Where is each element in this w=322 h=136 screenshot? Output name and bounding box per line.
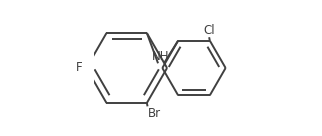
Text: F: F xyxy=(76,61,82,75)
Text: Cl: Cl xyxy=(203,24,215,37)
Text: Br: Br xyxy=(147,107,161,120)
Text: NH: NH xyxy=(152,50,170,63)
